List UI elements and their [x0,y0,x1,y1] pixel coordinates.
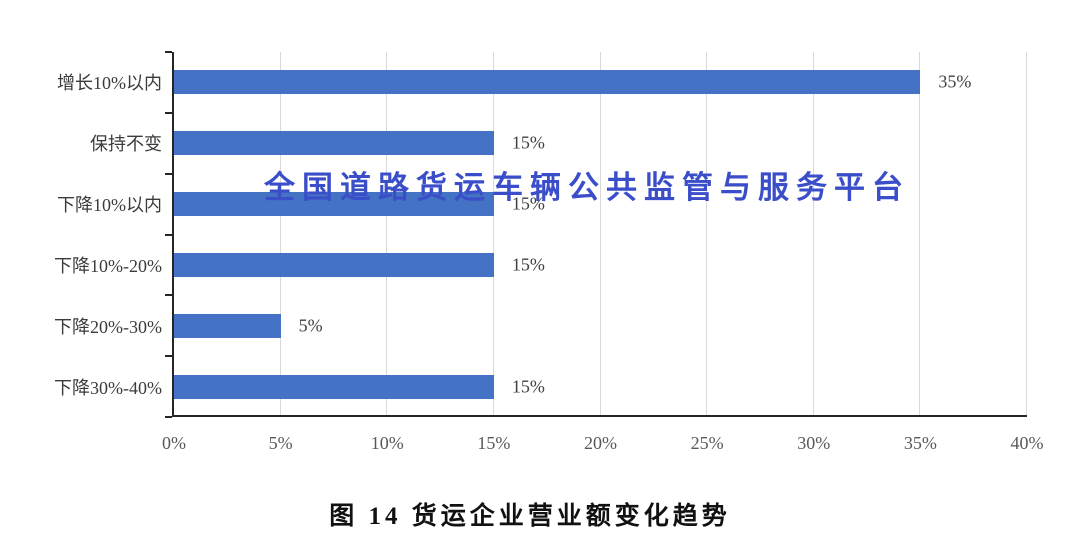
y-axis-ticks [165,51,1027,418]
y-axis-tick [165,355,172,358]
y-axis-tick [165,233,172,236]
category-label: 保持不变 [90,134,162,155]
category-labels: 增长10%以内保持不变下降10%以内 下降10%-20% 下降20%-30% 下降30… [0,52,166,417]
gridline [812,52,814,415]
bar-row: 15% [174,174,1027,235]
gridline [919,52,921,415]
bar [174,252,494,277]
gridline [599,52,601,415]
bar-value-label: 15% [511,376,545,397]
x-axis-tick-label: 30% [797,433,831,453]
bar-value-label: 35% [938,71,972,92]
plot-area: 35% 15% 15% 15% 5% 15% [165,51,1027,418]
bar-row: 35% [174,52,1027,113]
bar [174,131,494,156]
chart-caption: 图 14 货运企业营业额变化趋势 [329,503,731,530]
bar-rows: 35% 15% 15% 15% 5% 15% [174,52,1027,415]
bar-row: 15% [174,113,1027,174]
bar-row: 15% [174,235,1027,296]
bar [174,192,494,217]
y-axis-tick [165,51,172,53]
gridlines [174,52,1027,415]
bar-value-label: 15% [511,193,545,214]
bar-row: 5% [174,295,1027,356]
x-axis-tick-label: 20% [584,433,617,453]
bar-row: 15% [174,356,1027,417]
bar [174,374,494,399]
x-axis-tick-label: 35% [903,433,937,453]
category-label: 下降30%-40% [54,377,162,398]
category-label: 下降10%以内 [57,195,162,216]
gridline [706,52,708,415]
x-axis-tick-label: 5% [268,433,293,453]
bar-value-label: 15% [511,132,545,153]
bar [174,313,281,338]
watermark-text: 全国道路货运车辆公共监管与服务平台 [264,170,910,205]
y-axis-tick [165,416,172,418]
bar [174,70,921,95]
category-label: 下降20%-30% [54,316,162,337]
y-axis-tick [165,172,172,175]
y-axis-tick [165,294,172,297]
category-label: 下降10%-20% [54,255,162,276]
gridline [1026,52,1027,415]
category-label: 增长10%以内 [57,73,162,94]
x-axis-tick-label: 10% [370,433,404,453]
y-axis-tick [165,111,172,114]
bar-value-label: 5% [298,315,323,336]
gridline [492,52,494,415]
x-axis-tick-label: 40% [1010,433,1044,453]
x-axis-tick-label: 0% [162,433,186,453]
gridline [386,52,388,415]
gridline [279,52,281,415]
x-axis-tick-label: 25% [690,433,724,453]
x-axis-tick-label: 15% [477,433,511,453]
bar-value-label: 15% [511,254,545,275]
